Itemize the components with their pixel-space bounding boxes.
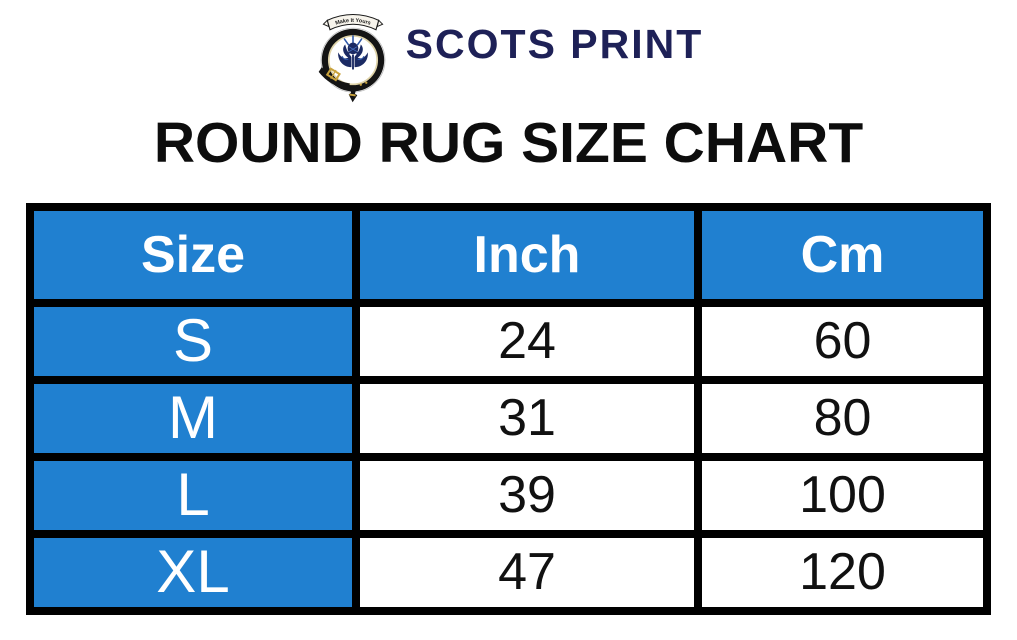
table-row-size-label: XL bbox=[34, 537, 352, 607]
table-cell-cm: 60 bbox=[702, 306, 983, 376]
banner-text: Make It Yours bbox=[334, 18, 371, 27]
table-cell-cm: 100 bbox=[702, 460, 983, 530]
table-cell-inch: 31 bbox=[360, 383, 694, 453]
table-row-size-label: M bbox=[34, 383, 352, 453]
table-cell-inch: 39 bbox=[360, 460, 694, 530]
column-header-size: Size bbox=[34, 210, 352, 299]
clan-crest-thistle-badge-icon: Make It Yours bbox=[314, 10, 392, 104]
page: Make It Yours SCOTS PRINT ROUND RUG SIZE… bbox=[0, 10, 1017, 640]
page-title: ROUND RUG SIZE CHART bbox=[153, 111, 864, 175]
column-header-inch: Inch bbox=[360, 210, 694, 299]
table-row-size-label: S bbox=[34, 306, 352, 376]
size-chart-table: Size Inch Cm S 24 60 M 31 80 L 39 100 XL… bbox=[26, 202, 991, 615]
svg-text:Make It Yours: Make It Yours bbox=[334, 18, 371, 27]
table-cell-inch: 24 bbox=[360, 306, 694, 376]
table-row-size-label: L bbox=[34, 460, 352, 530]
brand-header: Make It Yours SCOTS PRINT bbox=[0, 10, 1017, 104]
table-cell-cm: 80 bbox=[702, 383, 983, 453]
brand-name: SCOTS PRINT bbox=[405, 20, 704, 67]
table-cell-inch: 47 bbox=[360, 537, 694, 607]
column-header-cm: Cm bbox=[702, 210, 983, 299]
table-cell-cm: 120 bbox=[702, 537, 983, 607]
